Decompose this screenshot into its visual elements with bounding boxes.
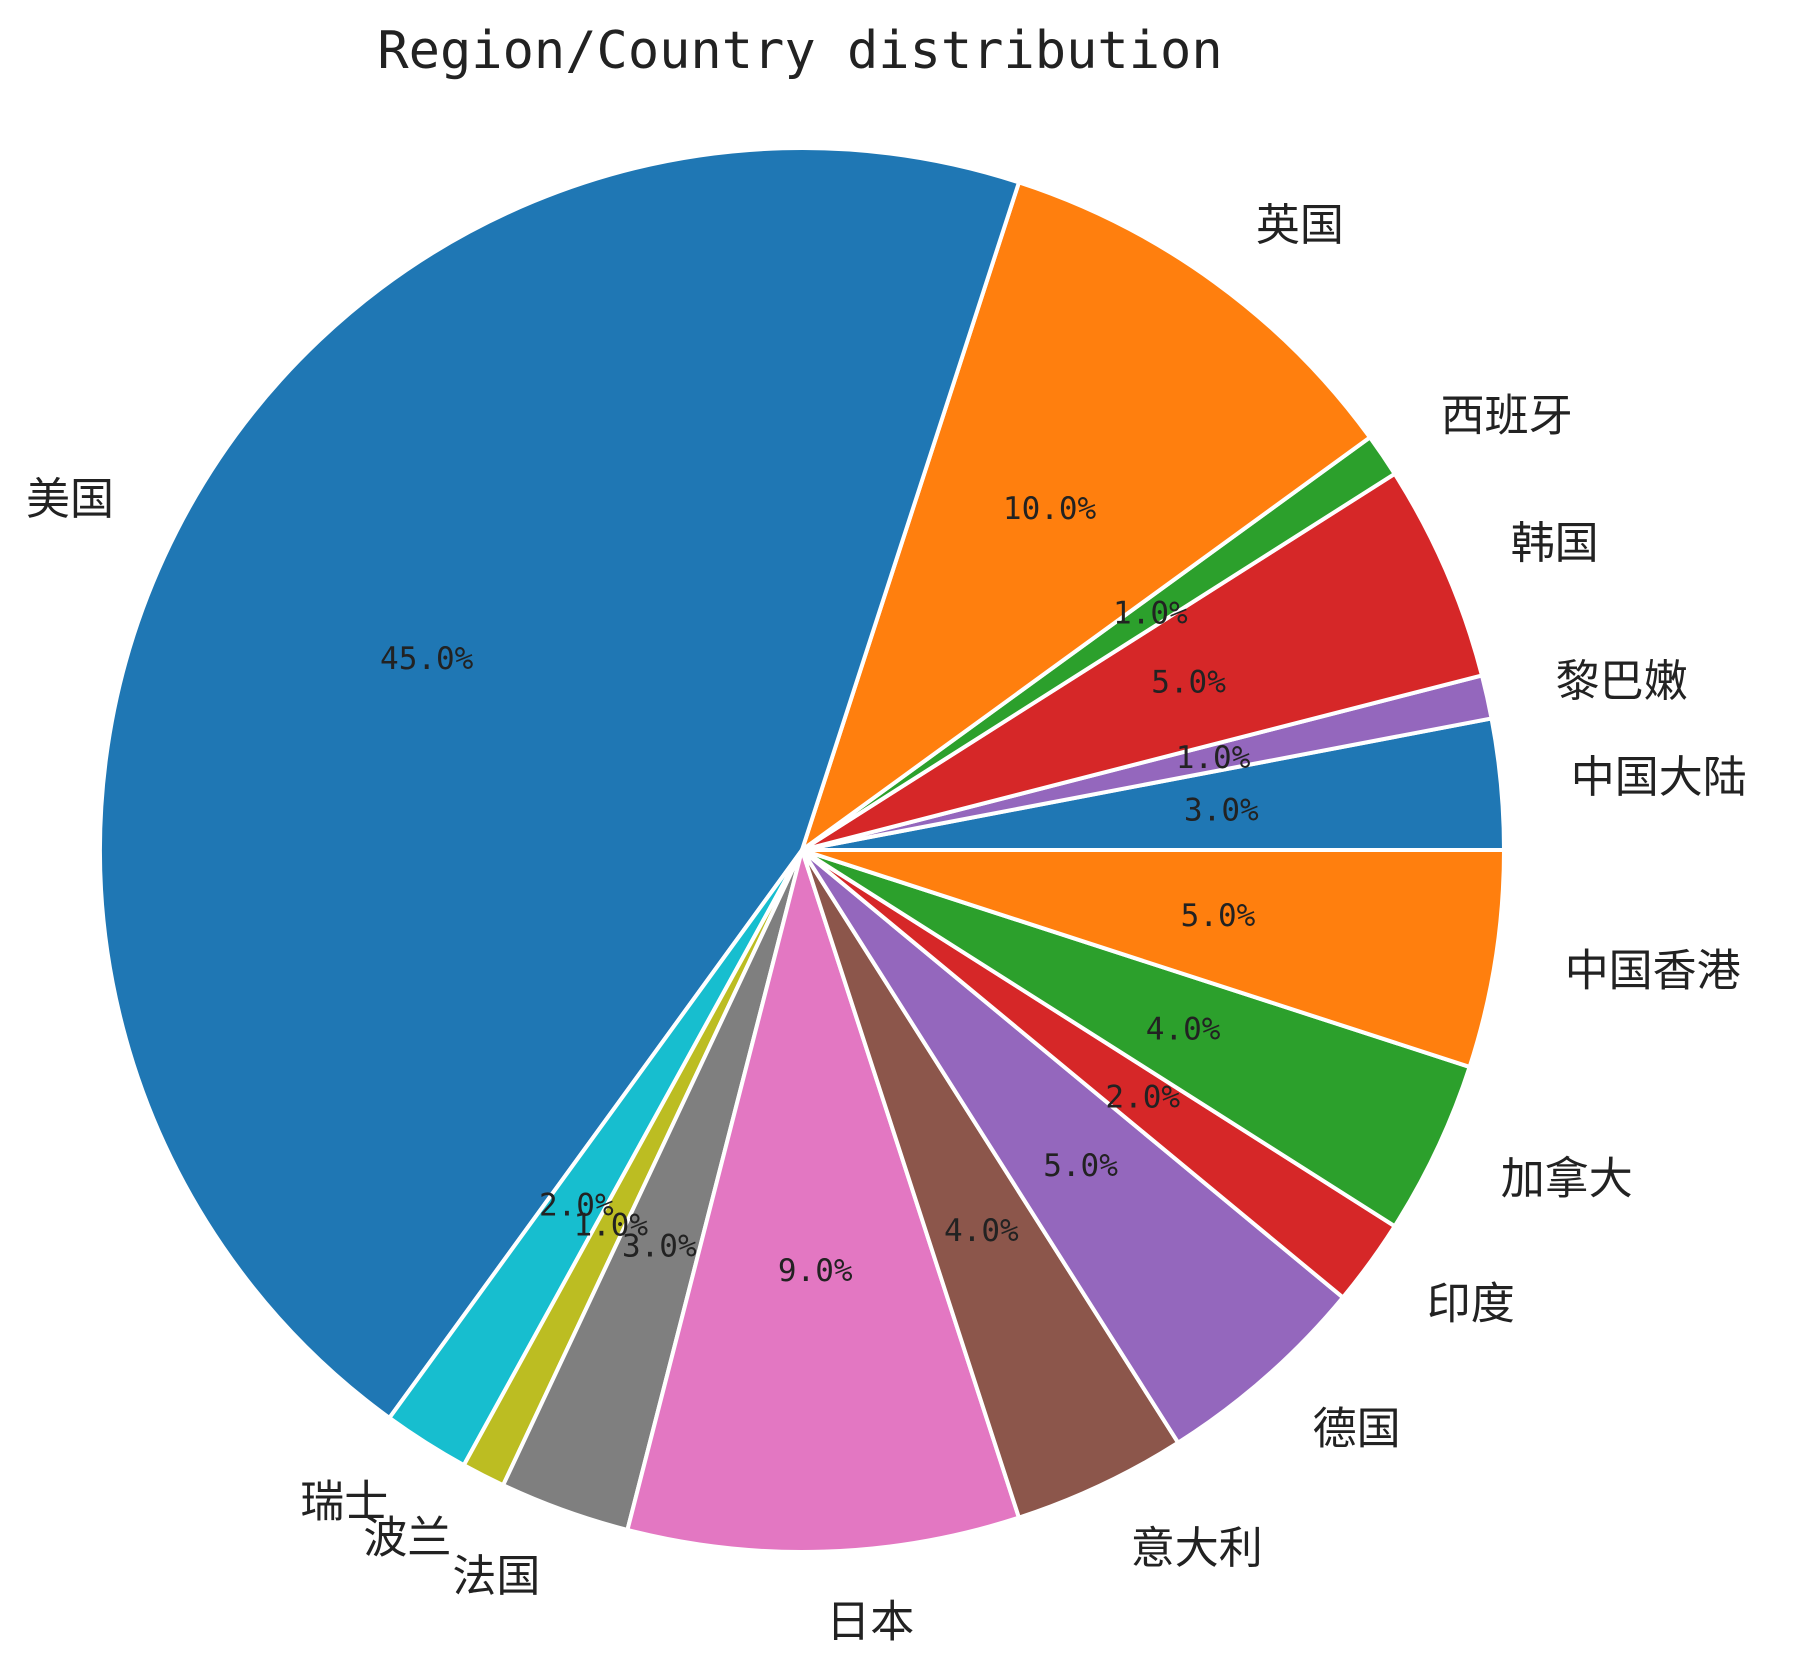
pie-slice — [800, 180, 1372, 852]
percent-label: 5.0% — [1043, 1148, 1118, 1184]
percent-label: 1.0% — [1113, 595, 1188, 631]
pie-slice — [800, 471, 1484, 852]
category-label: 美国 — [26, 474, 114, 525]
percent-label: 45.0% — [380, 641, 474, 677]
percent-labels: 3.0%1.0%5.0%1.0%10.0%45.0%2.0%1.0%3.0%9.… — [380, 491, 1259, 1289]
category-label: 印度 — [1427, 1278, 1515, 1329]
percent-label: 1.0% — [573, 1207, 648, 1243]
category-label: 意大利 — [1131, 1523, 1263, 1574]
category-label: 德国 — [1313, 1404, 1401, 1455]
pie-slice — [800, 848, 1345, 1445]
chart-title: Region/Country distribution — [377, 21, 1222, 81]
percent-label: 1.0% — [1176, 740, 1251, 776]
category-label: 瑞士 — [300, 1476, 388, 1527]
pie-slice — [625, 848, 1021, 1555]
category-label: 英国 — [1256, 200, 1344, 251]
percent-label: 2.0% — [539, 1188, 614, 1224]
pie-slice — [97, 145, 1021, 1420]
category-label: 波兰 — [363, 1513, 451, 1564]
percent-label: 5.0% — [1181, 898, 1256, 934]
percent-label: 10.0% — [1003, 491, 1097, 527]
percent-label: 4.0% — [944, 1213, 1019, 1249]
category-label: 中国大陆 — [1571, 752, 1747, 803]
pie-slice — [800, 848, 1506, 1069]
percent-label: 9.0% — [778, 1253, 853, 1289]
percent-label: 3.0% — [622, 1228, 697, 1264]
percent-label: 4.0% — [1146, 1011, 1221, 1047]
percent-label: 5.0% — [1151, 665, 1226, 701]
category-label: 黎巴嫩 — [1556, 656, 1688, 707]
category-label: 日本 — [826, 1596, 914, 1647]
category-label: 韩国 — [1511, 518, 1599, 569]
category-label: 西班牙 — [1441, 390, 1573, 441]
pie-slices — [97, 145, 1506, 1555]
category-label: 中国香港 — [1565, 945, 1741, 996]
category-label: 加拿大 — [1501, 1153, 1633, 1204]
category-label: 法国 — [452, 1551, 540, 1602]
percent-label: 3.0% — [1184, 792, 1259, 828]
percent-label: 2.0% — [1105, 1080, 1180, 1116]
